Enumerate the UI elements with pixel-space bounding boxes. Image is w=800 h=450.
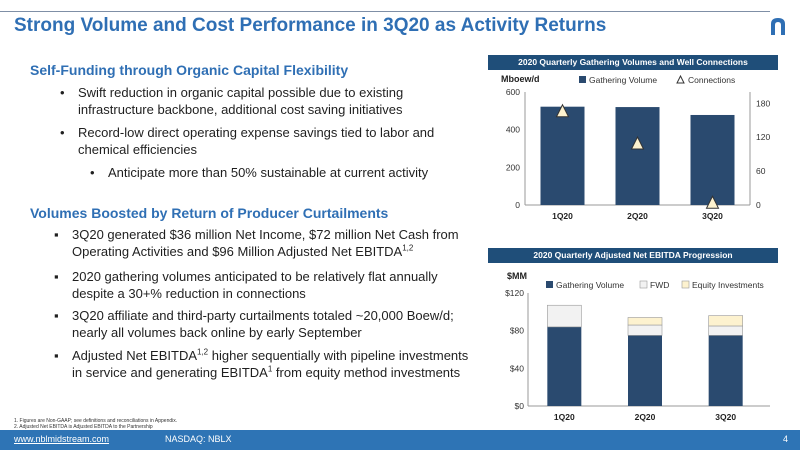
- footnotes: 1. Figures are Non-GAAP; see definitions…: [14, 418, 177, 430]
- bar-segment: [628, 335, 662, 406]
- x-tick-label: 2Q20: [627, 211, 648, 221]
- y-tick-label: 400: [506, 125, 520, 135]
- bullet-text: 2020 gathering volumes anticipated to be…: [72, 269, 438, 301]
- footnote-2: 2. Adjusted Net EBITDA is Adjusted EBITD…: [14, 424, 153, 430]
- y2-tick-label: 0: [756, 200, 761, 210]
- legend-swatch-triangle: [676, 74, 685, 84]
- y-tick-label: 200: [506, 162, 520, 172]
- legend-label: Gathering Volume: [556, 280, 624, 290]
- marker-connections: [705, 195, 720, 209]
- bar-segment: [547, 326, 582, 406]
- legend-label: Connections: [688, 75, 735, 85]
- top-rule: [0, 11, 770, 12]
- y-tick-label: $0: [515, 401, 525, 411]
- x-tick-label: 3Q20: [715, 412, 736, 422]
- y2-tick-label: 180: [756, 98, 770, 108]
- bar-segment: [627, 317, 663, 326]
- bullet-dot: •: [60, 125, 65, 140]
- bullet-text: 3Q20 generated $36 million Net Income, $…: [72, 227, 459, 259]
- bar-segment: [708, 315, 743, 327]
- x-tick-label: 1Q20: [554, 412, 575, 422]
- bullet-item: ▪ 3Q20 affiliate and third-party curtail…: [54, 307, 462, 341]
- bullet-square: ▪: [54, 269, 59, 284]
- y-tick-label: $80: [510, 326, 524, 336]
- y-tick-label: 600: [506, 87, 520, 97]
- bullet-square: ▪: [54, 348, 59, 363]
- y-tick-label: $120: [505, 288, 524, 298]
- bullet-text-a: Adjusted Net EBITDA: [72, 348, 197, 363]
- bullet-text: 3Q20 affiliate and third-party curtailme…: [72, 308, 454, 340]
- bullet-text-b: higher sequentially with pipeline invest…: [72, 348, 469, 380]
- chart-ebitda-progression: $MM Gathering Volume FWD Equity Investments…: [505, 271, 770, 422]
- footnote-1: 1. Figures are Non-GAAP; see definitions…: [14, 418, 178, 424]
- bullet-text: Record-low direct operating expense savi…: [78, 125, 435, 157]
- x-tick-label: 3Q20: [702, 211, 723, 221]
- bullet-item: ▪ 2020 gathering volumes anticipated to …: [54, 268, 482, 302]
- bullet-item: • Record-low direct operating expense sa…: [60, 124, 473, 158]
- legend-label: Gathering Volume: [589, 75, 657, 85]
- bullet-dot: •: [90, 165, 95, 180]
- legend-swatch: [546, 281, 553, 288]
- bullet-item: ▪ Adjusted Net EBITDA1,2 higher sequenti…: [54, 347, 472, 381]
- sub-bullet-item: • Anticipate more than 50% sustainable a…: [90, 164, 478, 181]
- bar-gathering-volume: [615, 107, 660, 205]
- bar-segment: [708, 335, 743, 406]
- bullet-square: ▪: [54, 308, 59, 323]
- page-title: Strong Volume and Cost Performance in 3Q…: [14, 15, 607, 36]
- bar-segment: [627, 324, 663, 336]
- footnote-ref: 1: [267, 364, 273, 374]
- footnote-ref: 1,2: [402, 243, 414, 253]
- x-tick-label: 2Q20: [635, 412, 656, 422]
- marker-connections: [555, 103, 570, 118]
- y2-tick-label: 120: [756, 132, 770, 142]
- bullet-dot: •: [60, 85, 65, 100]
- bullet-square: ▪: [54, 227, 59, 242]
- page-number: 4: [782, 434, 788, 444]
- bar-gathering-volume: [540, 106, 585, 205]
- section-heading-capital: Self-Funding through Organic Capital Fle…: [30, 62, 349, 78]
- bullet-item: • Swift reduction in organic capital pos…: [60, 84, 463, 118]
- x-tick-label: 1Q20: [552, 211, 573, 221]
- y-axis-title: $MM: [507, 271, 527, 281]
- marker-connections: [630, 135, 645, 150]
- chart-gathering-volumes: Mboew/d Gathering Volume Connections 0 200 40…: [501, 74, 770, 221]
- bullet-text-c: from equity method investments: [272, 365, 461, 380]
- y-tick-label: 0: [515, 200, 520, 210]
- chart1-title: 2020 Quarterly Gathering Volumes and Wel…: [488, 55, 778, 70]
- legend-label: Equity Investments: [692, 280, 764, 290]
- bar-gathering-volume: [690, 114, 735, 205]
- legend-swatch-bar: [579, 76, 586, 83]
- section-heading-volumes: Volumes Boosted by Return of Producer Cu…: [30, 205, 389, 221]
- ticker-label: NASDAQ: NBLX: [165, 434, 232, 444]
- chart2-title: 2020 Quarterly Adjusted Net EBITDA Progr…: [488, 248, 778, 263]
- website-link[interactable]: www.nblmidstream.com: [14, 434, 110, 444]
- footer-bar: www.nblmidstream.com NASDAQ: NBLX 4: [0, 430, 800, 450]
- bullet-text: Swift reduction in organic capital possi…: [78, 85, 404, 117]
- legend-swatch: [681, 280, 690, 289]
- y-axis-title: Mboew/d: [501, 74, 540, 84]
- y2-tick-label: 60: [756, 166, 766, 176]
- y-tick-label: $40: [510, 363, 524, 373]
- bullet-item: ▪ 3Q20 generated $36 million Net Income,…: [54, 226, 484, 260]
- legend-label: FWD: [650, 280, 669, 290]
- bar-segment: [708, 325, 743, 336]
- company-logo-icon: [771, 18, 785, 35]
- legend-swatch: [639, 280, 648, 289]
- footnote-ref: 1,2: [197, 347, 209, 357]
- bar-segment: [547, 304, 582, 328]
- bullet-text: Anticipate more than 50% sustainable at …: [108, 165, 429, 180]
